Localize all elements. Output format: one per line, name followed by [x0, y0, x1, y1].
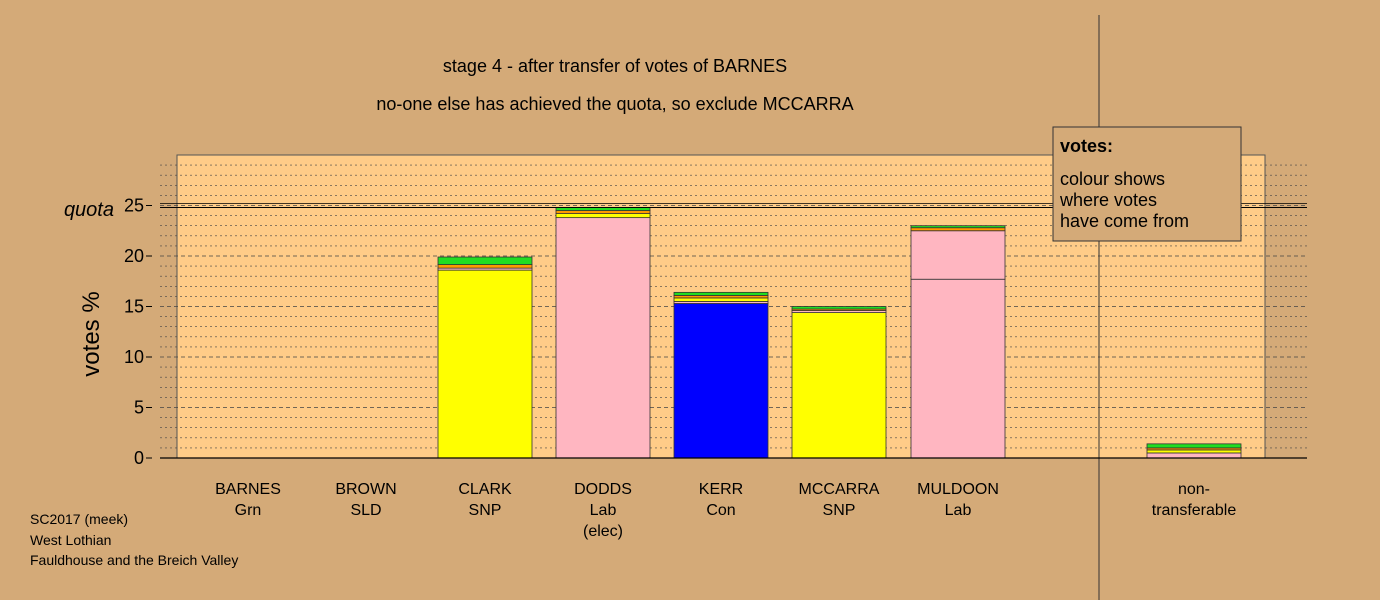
bar-segment	[910, 227, 1006, 232]
bar-segment	[673, 297, 769, 302]
info-line: Fauldhouse and the Breich Valley	[30, 552, 239, 568]
info-line: West Lothian	[30, 532, 112, 548]
bar-segment	[1146, 443, 1242, 449]
y-axis-label: votes %	[78, 291, 105, 376]
bar-segment	[791, 312, 887, 459]
y-axis-ticks: 0 5 10 15 20 25	[124, 196, 152, 468]
x-tick-label: non-transferable	[1152, 481, 1237, 519]
legend-line: where votes	[1059, 190, 1157, 210]
x-tick-label: CLARK SNP	[458, 481, 512, 519]
bar-segment	[555, 210, 651, 214]
bar-segment	[437, 256, 533, 265]
x-tick-label: MULDOON Lab	[917, 481, 999, 519]
bar-segment	[1146, 449, 1242, 454]
x-tick-label: KERR Con	[699, 481, 743, 519]
y-tick-label: 20	[124, 246, 144, 266]
y-tick-label: 15	[124, 297, 144, 317]
quota-label: quota	[64, 199, 114, 221]
x-tick-label: BROWN SLD	[335, 481, 396, 519]
bar-segment	[437, 264, 533, 269]
bar-segment	[555, 217, 651, 459]
bar-segment	[673, 291, 769, 296]
chart-subtitle: no-one else has achieved the quota, so e…	[376, 94, 853, 114]
y-tick-label: 25	[124, 196, 144, 216]
legend-line: have come from	[1060, 211, 1189, 231]
x-tick-label: DODDS Lab (elec)	[574, 481, 632, 540]
bar-segment	[673, 303, 769, 459]
y-tick-label: 5	[134, 398, 144, 418]
y-tick-label: 10	[124, 347, 144, 367]
bar-segment	[437, 269, 533, 459]
bar-segment	[910, 278, 1006, 459]
y-tick-label: 0	[134, 448, 144, 468]
legend: votes: colour shows where votes have com…	[1052, 126, 1242, 242]
x-tick-label: MCCARRA SNP	[799, 481, 880, 519]
legend-box	[1052, 126, 1242, 242]
legend-line: colour shows	[1060, 169, 1165, 189]
legend-heading: votes:	[1060, 136, 1113, 156]
bar-segment	[910, 230, 1006, 280]
bar-segment	[791, 306, 887, 310]
bar-segment	[555, 213, 651, 219]
chart-title: stage 4 - after transfer of votes of BAR…	[443, 56, 787, 76]
x-tick-label: BARNES Grn	[215, 481, 281, 519]
bars	[437, 207, 1242, 459]
x-axis-labels: BARNES Grn BROWN SLD CLARK SNP DODDS Lab (elec) K…	[215, 481, 1236, 540]
info-line: SC2017 (meek)	[30, 511, 129, 527]
bar-segment	[1146, 452, 1242, 459]
bar-segment	[910, 225, 1006, 229]
